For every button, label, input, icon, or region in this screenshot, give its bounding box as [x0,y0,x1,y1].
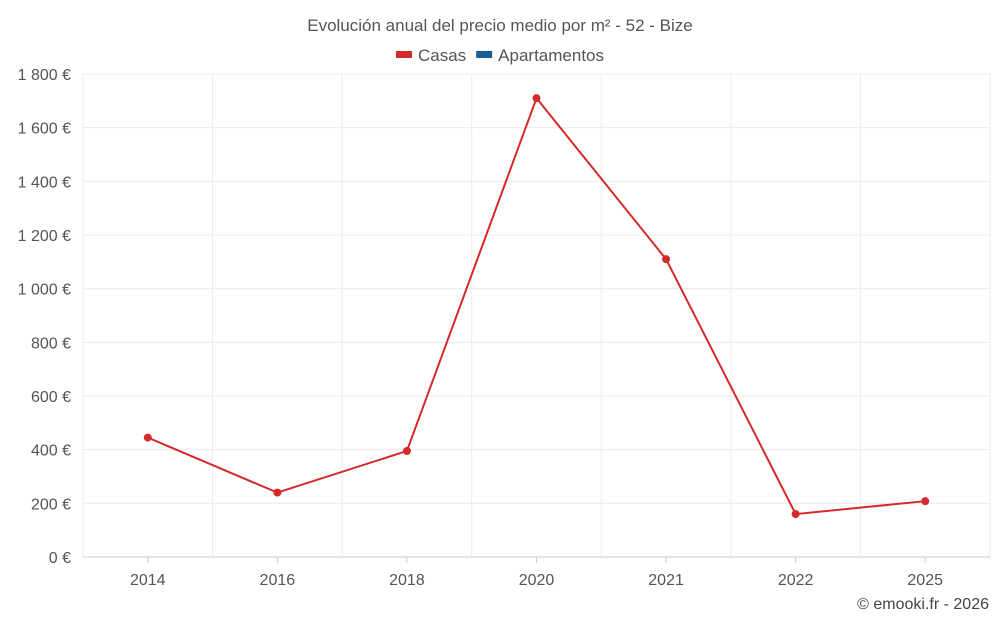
y-tick-label: 400 € [31,443,71,460]
credit-text: © emooki.fr - 2026 [857,596,989,613]
x-axis: 2014 2016 2018 2020 2021 2022 2025 [83,556,990,589]
data-point[interactable] [662,255,671,264]
legend-swatch [395,51,412,58]
y-tick-label: 1 400 € [18,174,71,191]
x-tick-label: 2021 [648,572,684,589]
y-tick-label: 1 000 € [18,282,71,299]
data-point[interactable] [532,94,541,103]
grid [82,73,991,558]
x-tick-label: 2022 [778,572,814,589]
y-tick-label: 0 € [49,550,71,567]
data-point[interactable] [921,497,930,506]
data-point[interactable] [402,447,411,456]
legend-label: Casas [418,46,466,65]
y-tick-label: 1 600 € [18,121,71,138]
series-line-casas [147,96,926,516]
x-tick-label: 2020 [519,572,555,589]
x-tick-label: 2014 [130,572,166,589]
y-axis: 0 € 200 € 400 € 600 € 800 € 1 000 € 1 200 € 1 4… [18,67,71,567]
y-tick-label: 200 € [31,496,71,513]
y-tick-label: 1 200 € [18,228,71,245]
legend-item-apartamentos[interactable]: Apartamentos [476,46,604,65]
x-tick-label: 2025 [907,572,943,589]
data-point[interactable] [791,510,800,519]
y-tick-label: 800 € [31,335,71,352]
y-tick-label: 600 € [31,389,71,406]
legend-label: Apartamentos [498,46,604,65]
data-point[interactable] [143,433,152,442]
legend-swatch [476,51,493,58]
chart-title: Evolución anual del precio medio por m² … [307,16,693,35]
legend: Casas Apartamentos [395,46,604,65]
series-layer [143,94,930,519]
y-tick-label: 1 800 € [18,67,71,84]
x-tick-label: 2016 [260,572,296,589]
data-point[interactable] [273,488,282,497]
legend-item-casas[interactable]: Casas [395,46,466,65]
x-tick-label: 2018 [389,572,425,589]
